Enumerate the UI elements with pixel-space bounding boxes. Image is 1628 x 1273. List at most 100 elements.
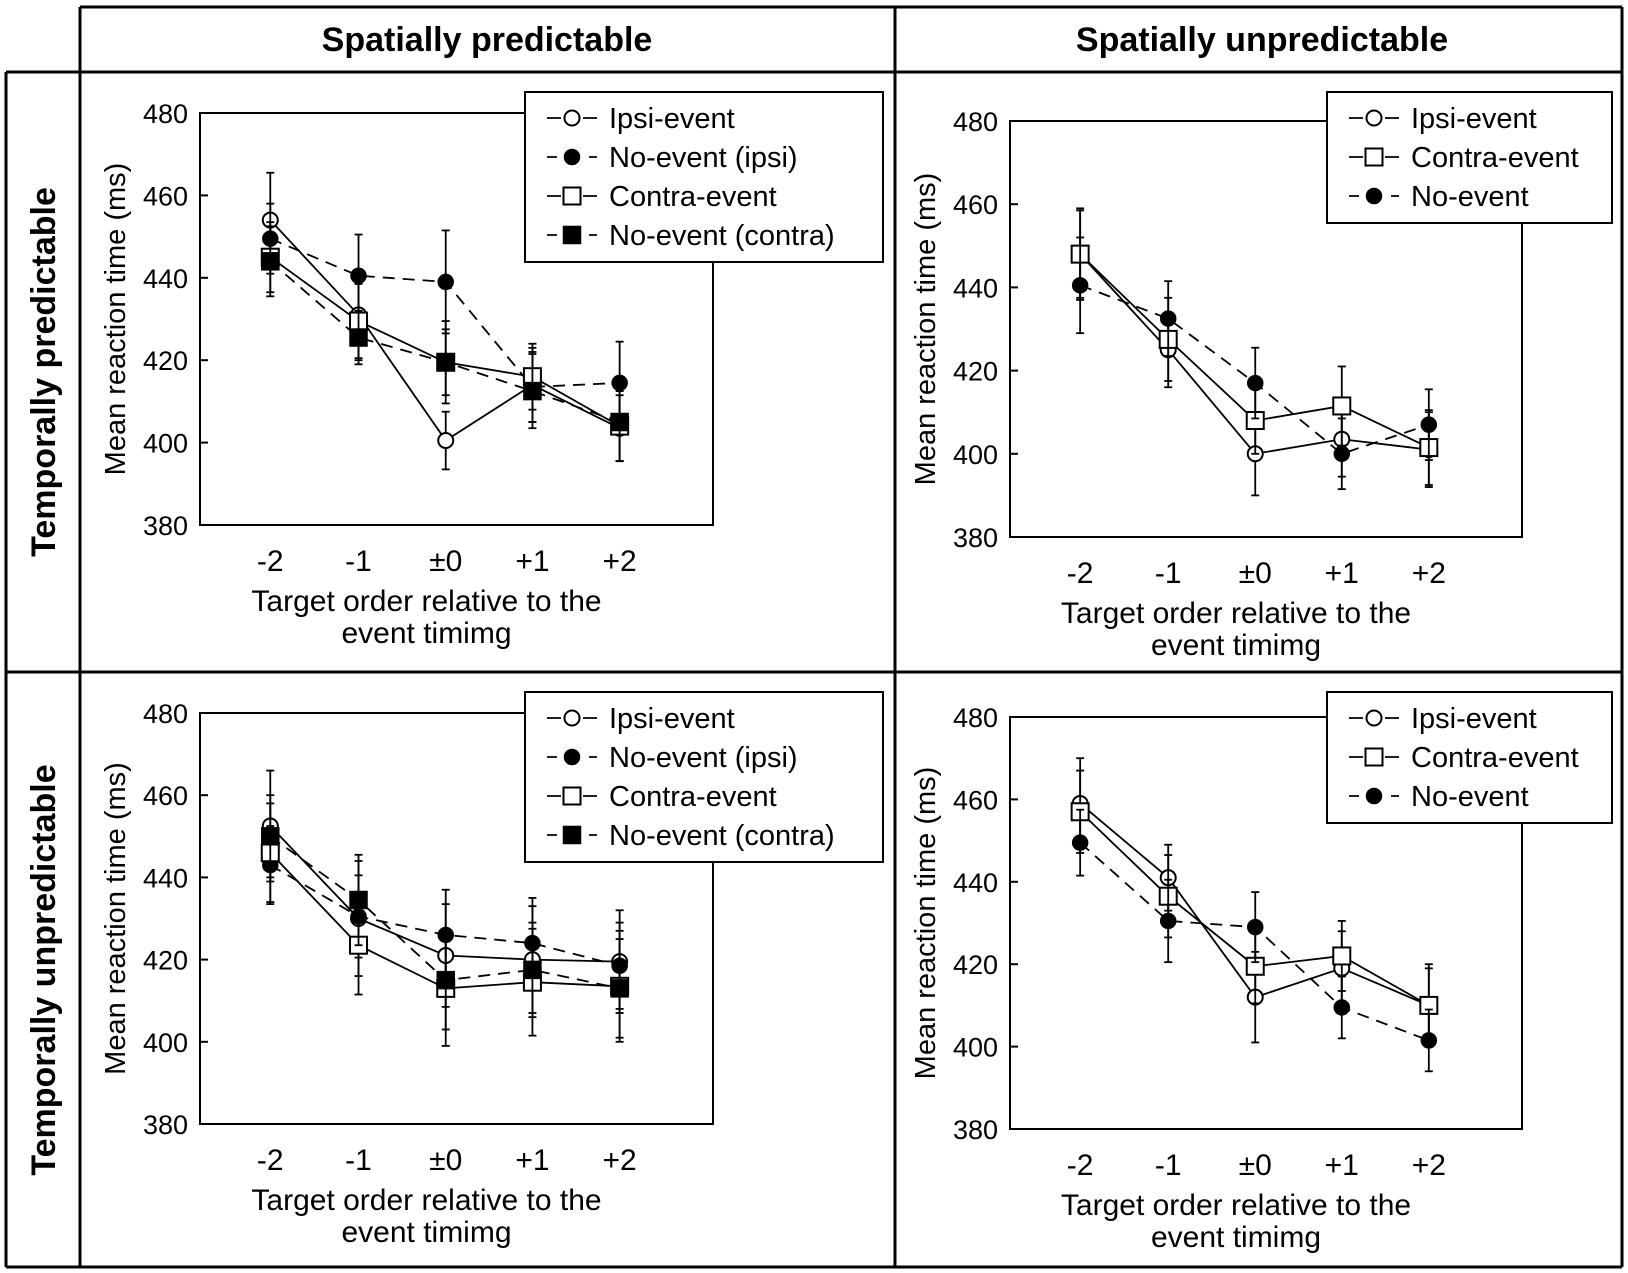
y-axis-label: Mean reaction time (ms) — [100, 163, 132, 476]
x-tick-label: ±0 — [1239, 557, 1272, 590]
x-axis-label: event timimg — [1151, 629, 1321, 662]
x-tick-label: -2 — [1067, 1149, 1094, 1182]
x-tick-label: +2 — [1412, 557, 1446, 590]
legend-marker — [562, 186, 582, 206]
legend-frame — [524, 91, 884, 263]
y-tick-label: 440 — [143, 863, 188, 893]
data-point — [1333, 999, 1351, 1016]
x-tick-label: -1 — [1155, 1149, 1182, 1182]
legend-label: Contra-event — [1411, 142, 1579, 174]
y-tick-label: 380 — [143, 511, 188, 541]
y-axis-label: Mean reaction time (ms) — [910, 767, 942, 1080]
data-point — [261, 252, 280, 271]
data-point — [1332, 396, 1352, 416]
legend-marker — [563, 109, 581, 127]
x-tick-label: +2 — [1412, 1149, 1446, 1182]
x-axis-label: event timimg — [341, 617, 511, 650]
y-tick-label: 420 — [143, 346, 188, 376]
legend-label: Ipsi-event — [1411, 703, 1537, 735]
x-tick-label: +1 — [1325, 1149, 1359, 1182]
x-tick-label: ±0 — [429, 1144, 462, 1177]
x-tick-label: ±0 — [429, 545, 462, 578]
x-axis-label: Target order relative to the — [1061, 1189, 1411, 1222]
data-point — [1071, 277, 1089, 294]
legend: Ipsi-event Contra-event No-event — [1326, 691, 1613, 824]
series-no-event — [1071, 236, 1438, 491]
x-axis-label: event timimg — [1151, 1221, 1321, 1254]
series-no-event-contra — [261, 794, 629, 1039]
plot-frame — [199, 112, 714, 526]
y-tick-label: 480 — [143, 99, 188, 129]
legend-marker — [563, 709, 581, 727]
x-tick-label: -1 — [345, 545, 372, 578]
series-no-event-contra — [261, 225, 629, 463]
legend-label: No-event — [1411, 781, 1529, 813]
legend-label: Contra-event — [609, 181, 777, 213]
x-tick-label: +2 — [603, 1144, 637, 1177]
y-tick-label: 400 — [953, 1033, 998, 1063]
row-header-temporally-predictable: Temporally predictable — [25, 187, 63, 557]
y-axis-label: Mean reaction time (ms) — [100, 762, 132, 1075]
x-tick-label: +2 — [603, 545, 637, 578]
x-tick-label: -1 — [1155, 557, 1182, 590]
col-header-spatially-predictable: Spatially predictable — [322, 21, 653, 59]
data-point — [1332, 946, 1352, 966]
series-no-event — [1071, 808, 1438, 1073]
data-point — [523, 381, 542, 401]
data-point — [349, 890, 368, 910]
x-tick-label: +1 — [515, 545, 549, 578]
data-point — [610, 979, 629, 998]
y-tick-label: 480 — [953, 107, 998, 137]
data-point — [350, 267, 367, 284]
legend-marker — [1364, 747, 1384, 767]
legend-label: Contra-event — [1411, 742, 1579, 774]
x-tick-label: +1 — [1325, 557, 1359, 590]
legend-label: No-event (contra) — [609, 820, 835, 852]
x-tick-label: ±0 — [1239, 1149, 1272, 1182]
y-tick-label: 420 — [953, 950, 998, 980]
legend-label: Ipsi-event — [1411, 103, 1537, 135]
x-axis-label: Target order relative to the — [1061, 597, 1411, 630]
data-point — [523, 960, 542, 980]
legend-label: No-event (contra) — [609, 220, 835, 252]
y-tick-label: 400 — [143, 429, 188, 459]
legend-label: No-event (ipsi) — [609, 742, 798, 774]
x-axis-label: Target order relative to the — [251, 585, 601, 618]
y-tick-label: 480 — [143, 699, 188, 729]
y-tick-label: 460 — [953, 785, 998, 815]
data-point — [1333, 445, 1351, 463]
x-tick-label: -2 — [1067, 557, 1094, 590]
y-tick-label: 480 — [953, 703, 998, 733]
data-point — [1159, 912, 1177, 930]
y-tick-label: 460 — [143, 781, 188, 811]
legend-label: Contra-event — [609, 781, 777, 813]
legend-marker — [563, 748, 581, 766]
x-tick-label: -2 — [257, 545, 284, 578]
legend: Ipsi-event Contra-event No-event — [1326, 91, 1613, 224]
y-tick-label: 440 — [953, 273, 998, 303]
legend-frame — [524, 691, 884, 863]
legend-marker — [563, 148, 581, 166]
data-point — [349, 328, 368, 347]
data-point — [1420, 1032, 1438, 1049]
data-point — [437, 432, 455, 450]
y-tick-label: 380 — [953, 1115, 998, 1145]
legend-marker — [562, 786, 582, 806]
plot-frame — [1009, 120, 1523, 538]
y-tick-label: 460 — [143, 181, 188, 211]
data-point — [436, 353, 455, 372]
y-tick-label: 420 — [143, 946, 188, 976]
legend: Ipsi-event No-event (ipsi) Contra-event No-… — [524, 691, 884, 863]
y-tick-label: 380 — [143, 1110, 188, 1140]
legend-marker — [562, 225, 582, 245]
x-tick-label: -2 — [257, 1144, 284, 1177]
legend-label: No-event (ipsi) — [609, 142, 798, 174]
y-tick-label: 380 — [953, 523, 998, 553]
data-point — [437, 273, 454, 291]
data-point — [436, 970, 455, 990]
